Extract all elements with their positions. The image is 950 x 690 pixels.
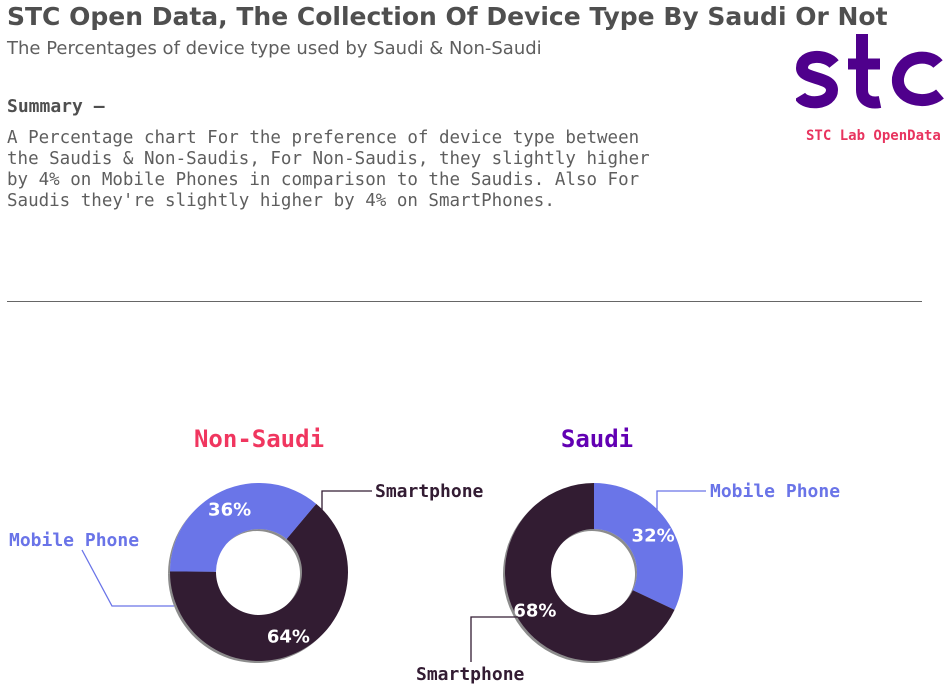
pct-label-non-saudi-mobile-phone: 36% — [208, 500, 251, 521]
pct-label-saudi-mobile-phone: 32% — [632, 526, 675, 547]
slice-saudi-mobile-phone — [594, 483, 683, 610]
section-divider — [7, 301, 922, 302]
stc-logo-icon — [796, 34, 944, 109]
callout-saudi-mobile-phone: Mobile Phone — [710, 481, 840, 502]
donut-non-saudi — [169, 483, 348, 661]
slice-non-saudi-smartphone — [169, 503, 348, 661]
pct-label-non-saudi-smartphone: 64% — [267, 627, 310, 648]
summary-heading: Summary — — [7, 96, 105, 117]
summary-body: A Percentage chart For the preference of… — [7, 128, 650, 211]
leader-line-non-saudi-smartphone — [321, 490, 372, 513]
logo-caption: STC Lab OpenData — [806, 128, 941, 144]
callout-non-saudi-smartphone: Smartphone — [375, 481, 484, 502]
callout-non-saudi-mobile-phone: Mobile Phone — [9, 530, 139, 551]
chart-title-non-saudi: Non-Saudi — [194, 425, 324, 453]
page-subtitle: The Percentages of device type used by S… — [7, 38, 542, 59]
pct-label-saudi-smartphone: 68% — [513, 601, 556, 622]
leader-line-saudi-smartphone — [470, 616, 518, 662]
callout-saudi-smartphone: Smartphone — [416, 664, 525, 685]
leader-line-saudi-mobile-phone — [656, 490, 706, 512]
chart-title-saudi: Saudi — [561, 425, 633, 453]
donut-saudi — [505, 483, 683, 661]
slice-saudi-smartphone — [505, 483, 675, 661]
leader-line-non-saudi-mobile-phone — [81, 549, 174, 607]
slice-non-saudi-mobile-phone — [170, 483, 317, 572]
page-title: STC Open Data, The Collection Of Device … — [7, 2, 888, 31]
